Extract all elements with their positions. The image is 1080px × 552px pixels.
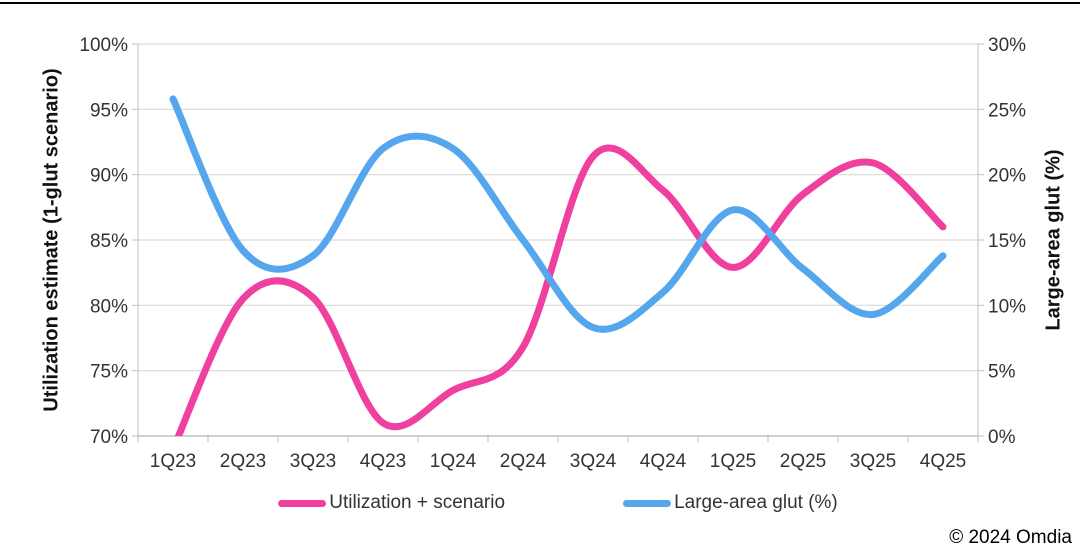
x-axis-tick-label: 1Q24 [430,451,477,472]
left-axis-tick-label: 70% [90,427,128,448]
right-axis-title: Large-area glut (%) [1042,149,1065,331]
glut-line-swatch [623,499,672,507]
right-axis-tick-label: 20% [988,166,1026,187]
utilization-line-swatch [278,499,327,507]
series-line-utilization [174,144,947,436]
x-axis-tick-label: 2Q23 [220,451,266,472]
copyright-notice: © 2024 Omdia [949,527,1072,548]
x-axis-tick-label: 3Q24 [570,451,617,472]
top-border-rule [0,2,1080,4]
left-axis-title: Utilization estimate (1-glut scenario) [40,68,63,412]
right-axis-tick-label: 0% [988,427,1016,448]
x-axis-tick-label: 1Q25 [710,451,756,472]
right-axis-tick-label: 15% [988,231,1026,252]
series-line-glut [169,95,947,333]
left-axis-tick-label: 80% [90,296,128,317]
x-axis-tick-label: 1Q23 [150,451,196,472]
left-axis-tick-label: 90% [90,166,128,187]
left-axis-tick-label: 100% [79,35,128,56]
x-axis-tick-label: 2Q24 [500,451,547,472]
left-axis-tick-label: 75% [90,362,128,383]
left-axis-tick-label: 95% [90,100,128,121]
right-axis-tick-label: 30% [988,35,1026,56]
left-axis-tick-label: 85% [90,231,128,252]
x-axis-tick-label: 4Q23 [360,451,406,472]
right-axis-tick-label: 10% [988,296,1026,317]
x-axis-tick-label: 3Q25 [850,451,896,472]
legend: Utilization + scenario Large-area glut (… [138,489,978,517]
right-axis-tick-label: 5% [988,362,1016,383]
x-axis-tick-label: 4Q24 [640,451,687,472]
right-axis-tick-label: 25% [988,100,1026,121]
legend-item-utilization: Utilization + scenario [278,492,505,514]
x-axis-tick-label: 2Q25 [780,451,826,472]
x-axis-tick-label: 4Q25 [920,451,966,472]
legend-item-glut: Large-area glut (%) [623,492,838,514]
legend-label-utilization: Utilization + scenario [329,492,506,513]
legend-label-glut: Large-area glut (%) [674,492,838,513]
x-axis-tick-label: 3Q23 [290,451,336,472]
